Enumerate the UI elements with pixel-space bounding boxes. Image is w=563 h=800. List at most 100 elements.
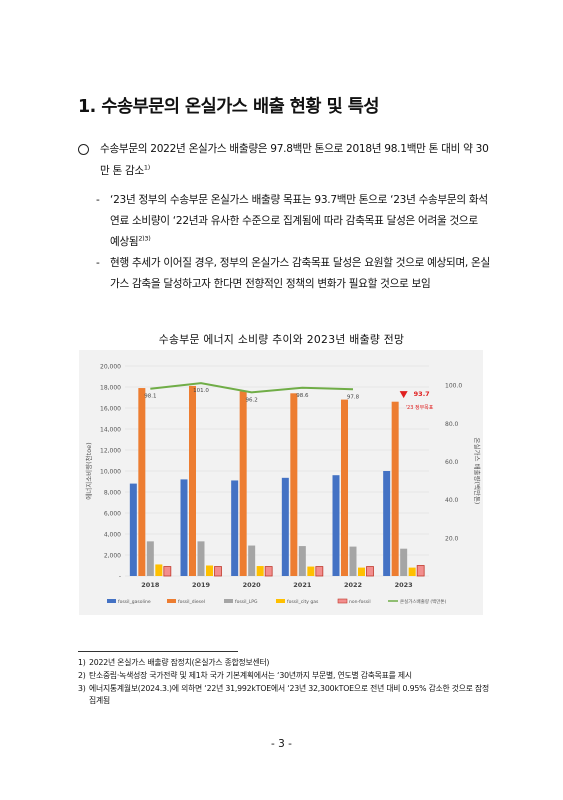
bar (146, 541, 154, 576)
y-right-tick-label: 80.0 (445, 421, 459, 428)
bar (341, 399, 348, 576)
target-marker (399, 391, 408, 399)
y-left-tick-label: 14,000 (100, 427, 121, 434)
bar (189, 385, 196, 576)
x-tick-label: 2023 (395, 581, 413, 589)
target-caption: '23 정부목표 (406, 404, 434, 411)
bar (197, 541, 205, 576)
line-data-label: 98.1 (144, 394, 156, 400)
y-right-tick-label: 60.0 (445, 459, 459, 466)
y-left-tick-label: 10,000 (100, 469, 121, 476)
main-paragraph: 수송부문의 2022년 온실가스 배출량은 97.8백만 톤으로 2018년 9… (100, 138, 492, 182)
legend-label: fossil_city gas (287, 599, 319, 605)
energy-chart: 20,000 18,000 16,000 14,000 12,000 10,000 8,00… (84, 364, 482, 606)
bar (332, 475, 340, 576)
y-left-tick-label: 20,000 (100, 364, 121, 371)
bar (358, 567, 365, 576)
chart-container: 20,000 18,000 16,000 14,000 12,000 10,000 8,00… (79, 350, 483, 615)
bar (163, 566, 172, 577)
y-left-tick-label: 12,000 (100, 448, 121, 455)
footnote-number: 3) (78, 684, 86, 693)
y-left-tick-label: 18,000 (100, 385, 121, 392)
footnote-1: 1) 2022년 온실가스 배출량 잠정치(온실가스 종합정보센터) (78, 657, 490, 669)
line-data-label: 98.6 (296, 393, 309, 399)
target-value-label: 93.7 (414, 390, 430, 398)
y-right-tick-label: 20.0 (445, 535, 459, 542)
x-tick-label: 2020 (243, 581, 262, 589)
bar (408, 567, 416, 576)
page-number: - 3 - (271, 738, 292, 750)
bar (155, 564, 163, 576)
x-tick-label: 2018 (141, 581, 160, 589)
footnote-divider (78, 651, 238, 652)
bar (206, 565, 213, 576)
x-tick-label: 2022 (344, 581, 362, 589)
bar (383, 471, 391, 576)
sub-bullet-text: 현행 추세가 이어질 경우, 정부의 온실가스 감축목표 달성은 요원할 것으로… (110, 257, 490, 290)
footnote-ref: 1) (143, 163, 150, 172)
legend-label: fossil_diesel (178, 599, 205, 605)
sub-bullet-2: - 현행 추세가 이어질 경우, 정부의 온실가스 감축목표 달성은 요원할 것… (96, 253, 490, 295)
bar (239, 391, 247, 576)
line-data-label: 97.8 (347, 394, 360, 400)
footnote-3: 3) 에너지통계월보(2024.3.)에 의하면 ‘22년 31,992kTOE에… (78, 683, 490, 706)
x-tick-label: 2021 (293, 581, 312, 589)
bar (180, 479, 188, 576)
footnote-text: 에너지통계월보(2024.3.)에 의하면 ‘22년 31,992kTOE에서 … (89, 684, 489, 705)
y-right-axis-label: 온실가스 배출량(백만톤) (473, 438, 482, 505)
section-heading: 1. 수송부문의 온실가스 배출 현황 및 특성 (78, 97, 379, 117)
bar (349, 546, 357, 576)
bar (231, 480, 239, 576)
footnote-ref: 2)3) (138, 234, 151, 243)
y-left-tick-label: 2,000 (104, 553, 121, 560)
bar (307, 566, 315, 576)
bar (129, 483, 137, 576)
legend-label: non-fossil (349, 599, 371, 605)
line-data-label: 101.0 (193, 388, 209, 394)
bar (298, 546, 306, 576)
y-right-tick-label: 40.0 (445, 497, 459, 504)
legend-label: 온실가스배출량 (백만톤) (400, 598, 447, 605)
legend-label: fossil_LPG (235, 599, 258, 605)
dash-bullet: - (96, 257, 100, 269)
y-right-tick-label: 100.0 (445, 383, 462, 390)
legend-swatch (276, 599, 285, 603)
chart-title: 수송부문 에너지 소비량 추이와 2023년 배출량 전망 (158, 333, 405, 346)
bar (264, 566, 273, 577)
bar (391, 401, 399, 576)
footnote-number: 1) (78, 658, 86, 667)
bar (214, 566, 222, 577)
sub-bullet-1: - ‘23년 정부의 수송부문 온실가스 배출량 목표는 93.7백만 톤으로 … (96, 190, 490, 253)
bar (281, 477, 289, 576)
x-tick-label: 2019 (192, 581, 211, 589)
bar (315, 566, 324, 577)
bar (416, 565, 425, 577)
bar (138, 388, 146, 576)
dash-bullet: - (96, 194, 100, 206)
bar (290, 393, 298, 576)
footnote-text: 2022년 온실가스 배출량 잠정치(온실가스 종합정보센터) (89, 658, 270, 667)
legend-swatch (337, 598, 348, 604)
sub-bullet-text: ‘23년 정부의 수송부문 온실가스 배출량 목표는 93.7백만 톤으로 ‘2… (110, 194, 488, 248)
y-left-tick-label: 8,000 (104, 490, 121, 497)
legend-swatch (167, 599, 176, 603)
legend-swatch (224, 599, 233, 603)
emission-line (150, 382, 354, 394)
y-left-tick-label: 16,000 (100, 406, 121, 413)
legend-label: fossil_gasoline (118, 599, 151, 605)
footnote-text: 탄소중립·녹색성장 국가전략 및 제1차 국가 기본계획에서는 ‘30년까지 부… (89, 671, 412, 680)
footnote-number: 2) (78, 671, 86, 680)
y-left-axis-label: 에너지소비량(천toe) (84, 442, 93, 499)
bar (248, 545, 256, 576)
circle-bullet-icon (78, 144, 89, 155)
legend-swatch (107, 599, 116, 603)
y-left-tick-label: - (119, 574, 121, 581)
y-left-tick-label: 4,000 (104, 532, 121, 539)
footnote-2: 2) 탄소중립·녹색성장 국가전략 및 제1차 국가 기본계획에서는 ‘30년까지… (78, 670, 490, 682)
bar (400, 548, 408, 576)
line-data-label: 96.2 (246, 397, 258, 403)
main-paragraph-text: 수송부문의 2022년 온실가스 배출량은 97.8백만 톤으로 2018년 9… (100, 143, 489, 177)
y-left-tick-label: 6,000 (104, 511, 121, 518)
bar (366, 566, 374, 577)
bar (256, 566, 264, 576)
